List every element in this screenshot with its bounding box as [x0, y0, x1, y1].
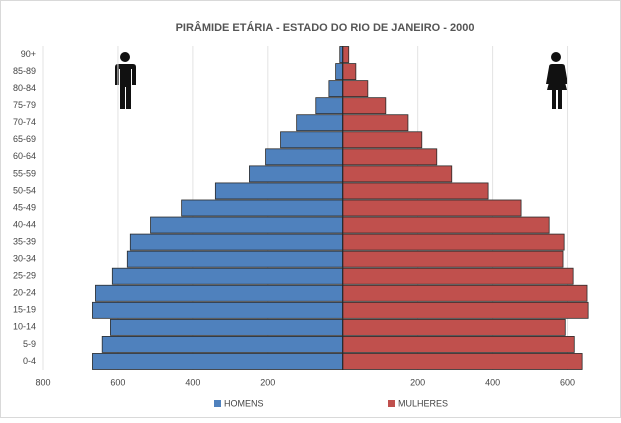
y-tick-label: 85-89 — [13, 66, 36, 76]
bar — [342, 284, 588, 302]
bar — [328, 80, 344, 98]
y-tick-label: 35-39 — [13, 236, 36, 246]
bar — [342, 97, 387, 115]
x-tick-label: 200 — [410, 377, 425, 387]
y-tick-label: 40-44 — [13, 219, 36, 229]
legend-label: HOMENS — [224, 398, 264, 408]
legend-label: MULHERES — [398, 398, 448, 408]
bar — [342, 165, 453, 183]
bar — [181, 199, 344, 217]
bar — [342, 336, 575, 353]
bar — [315, 97, 344, 115]
y-tick-label: 0-4 — [23, 356, 36, 366]
y-tick-label: 80-84 — [13, 83, 36, 93]
bar — [214, 182, 344, 200]
bar — [342, 301, 589, 319]
y-tick-label: 5-9 — [23, 339, 36, 349]
bar — [342, 46, 350, 63]
bar — [92, 301, 344, 319]
bar — [342, 199, 522, 217]
x-tick-label: 200 — [260, 377, 275, 387]
bar — [150, 216, 344, 234]
bar — [101, 336, 344, 353]
bar — [342, 233, 565, 251]
bar — [342, 80, 369, 98]
x-tick-label: 800 — [35, 377, 50, 387]
y-tick-label: 30-34 — [13, 254, 36, 264]
bar — [342, 250, 564, 268]
y-tick-label: 60-64 — [13, 151, 36, 161]
bar — [342, 131, 423, 149]
bar — [95, 284, 344, 302]
bar — [342, 148, 438, 166]
bar — [342, 318, 566, 336]
bar — [280, 131, 344, 149]
bar — [342, 353, 583, 370]
bar — [111, 267, 344, 285]
x-tick-label: 400 — [485, 377, 500, 387]
x-tick-label: 600 — [560, 377, 575, 387]
x-tick-label: 600 — [110, 377, 125, 387]
x-tick-label: 400 — [185, 377, 200, 387]
bar — [129, 233, 344, 251]
bar — [342, 216, 550, 234]
y-tick-label: 75-79 — [13, 100, 36, 110]
bar — [335, 63, 344, 80]
y-tick-label: 65-69 — [13, 134, 36, 144]
y-tick-label: 45-49 — [13, 202, 36, 212]
y-tick-label: 15-19 — [13, 305, 36, 315]
bar — [265, 148, 344, 166]
y-tick-label: 25-29 — [13, 271, 36, 281]
bar — [342, 182, 489, 200]
legend-swatch — [214, 400, 221, 407]
legend-swatch — [388, 400, 395, 407]
bar — [342, 114, 409, 132]
chart-title: PIRÂMIDE ETÁRIA - ESTADO DO RIO DE JANEI… — [176, 21, 475, 34]
bar — [126, 250, 344, 268]
y-tick-label: 10-14 — [13, 322, 36, 332]
y-tick-label: 55-59 — [13, 168, 36, 178]
male-icon — [115, 52, 136, 109]
bar — [110, 318, 344, 336]
bar — [296, 114, 344, 132]
bar — [342, 267, 574, 285]
bar — [342, 63, 357, 80]
y-tick-label: 50-54 — [13, 185, 36, 195]
female-icon — [546, 52, 568, 109]
y-tick-label: 70-74 — [13, 117, 36, 127]
bar — [92, 353, 344, 370]
y-tick-label: 90+ — [21, 49, 36, 59]
bar — [249, 165, 344, 183]
y-tick-label: 20-24 — [13, 288, 36, 298]
